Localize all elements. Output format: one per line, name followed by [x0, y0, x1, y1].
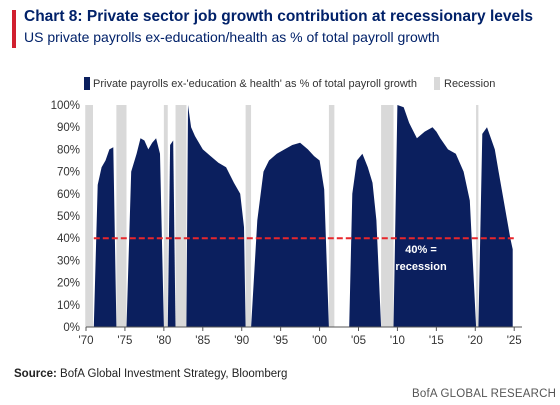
y-tick-label-4: 40%: [57, 233, 80, 245]
y-tick-label-8: 80%: [57, 144, 80, 156]
legend-recession-label: Recession: [444, 78, 495, 90]
recession-band-5: [328, 105, 335, 327]
recession-band-6: [381, 105, 394, 327]
series-area-segment-0: [93, 147, 117, 327]
y-tick-label-7: 70%: [57, 167, 80, 179]
x-tick-label-3: '85: [195, 335, 210, 347]
threshold-label-line1: 40% =: [405, 244, 437, 256]
recession-band-0: [85, 105, 94, 327]
recession-band-4: [245, 105, 252, 327]
y-tick-label-9: 90%: [57, 122, 80, 134]
x-tick-label-0: '70: [79, 335, 94, 347]
y-tick-label-10: 100%: [51, 100, 80, 112]
recession-band-7: [476, 105, 479, 327]
legend-series-swatch: [84, 77, 90, 90]
legend-recession-swatch: [434, 77, 440, 90]
x-tick-label-6: '00: [312, 335, 327, 347]
x-tick-label-2: '80: [156, 335, 171, 347]
series-area-segment-6: [393, 105, 477, 327]
y-tick-label-5: 50%: [57, 211, 80, 223]
series-area-segment-7: [478, 127, 513, 327]
threshold-annotation: 40% = recession: [395, 244, 447, 273]
series-area-segment-3: [186, 105, 246, 327]
axes: 0% 10% 20% 30% 40% 50% 60% 70% 80% 90% 100% '70 '75 '…: [51, 100, 522, 347]
series-area-segment-1: [126, 138, 164, 327]
legend-series-label: Private payrolls ex-'education & health'…: [93, 78, 417, 90]
x-tick-label-9: '15: [429, 335, 444, 347]
source-text: BofA Global Investment Strategy, Bloombe…: [56, 368, 288, 380]
y-tick-label-3: 30%: [57, 255, 80, 267]
brand-footer: BofA GLOBAL RESEARCH: [412, 388, 557, 400]
series-area-segment-5: [334, 153, 382, 327]
title-accent-bar: [12, 10, 16, 48]
recession-band-1: [116, 105, 127, 327]
x-tick-label-7: '05: [351, 335, 366, 347]
legend: Private payrolls ex-'education & health'…: [84, 77, 495, 90]
series-areas: [93, 105, 513, 327]
recession-bands: [85, 105, 479, 327]
x-tick-label-4: '90: [234, 335, 249, 347]
series-area-segment-4: [251, 142, 329, 327]
x-tick-label-5: '95: [273, 335, 288, 347]
y-tick-label-1: 10%: [57, 300, 80, 312]
x-tick-label-10: '20: [468, 335, 483, 347]
threshold-label-line2: recession: [395, 261, 447, 273]
source-note: Source: BofA Global Investment Strategy,…: [14, 368, 287, 380]
source-label: Source:: [14, 368, 57, 380]
x-tick-label-11: '25: [507, 335, 522, 347]
x-tick-label-1: '75: [117, 335, 132, 347]
series-area-segment-2: [167, 140, 176, 327]
recession-band-3: [175, 105, 187, 327]
y-tick-label-2: 20%: [57, 278, 80, 290]
y-tick-label-0: 0%: [63, 322, 80, 334]
chart-title: Chart 8: Private sector job growth contr…: [24, 8, 534, 25]
recession-band-2: [163, 105, 168, 327]
chart-subtitle: US private payrolls ex-education/health …: [24, 29, 440, 45]
y-tick-label-6: 60%: [57, 189, 80, 201]
x-tick-label-8: '10: [390, 335, 405, 347]
